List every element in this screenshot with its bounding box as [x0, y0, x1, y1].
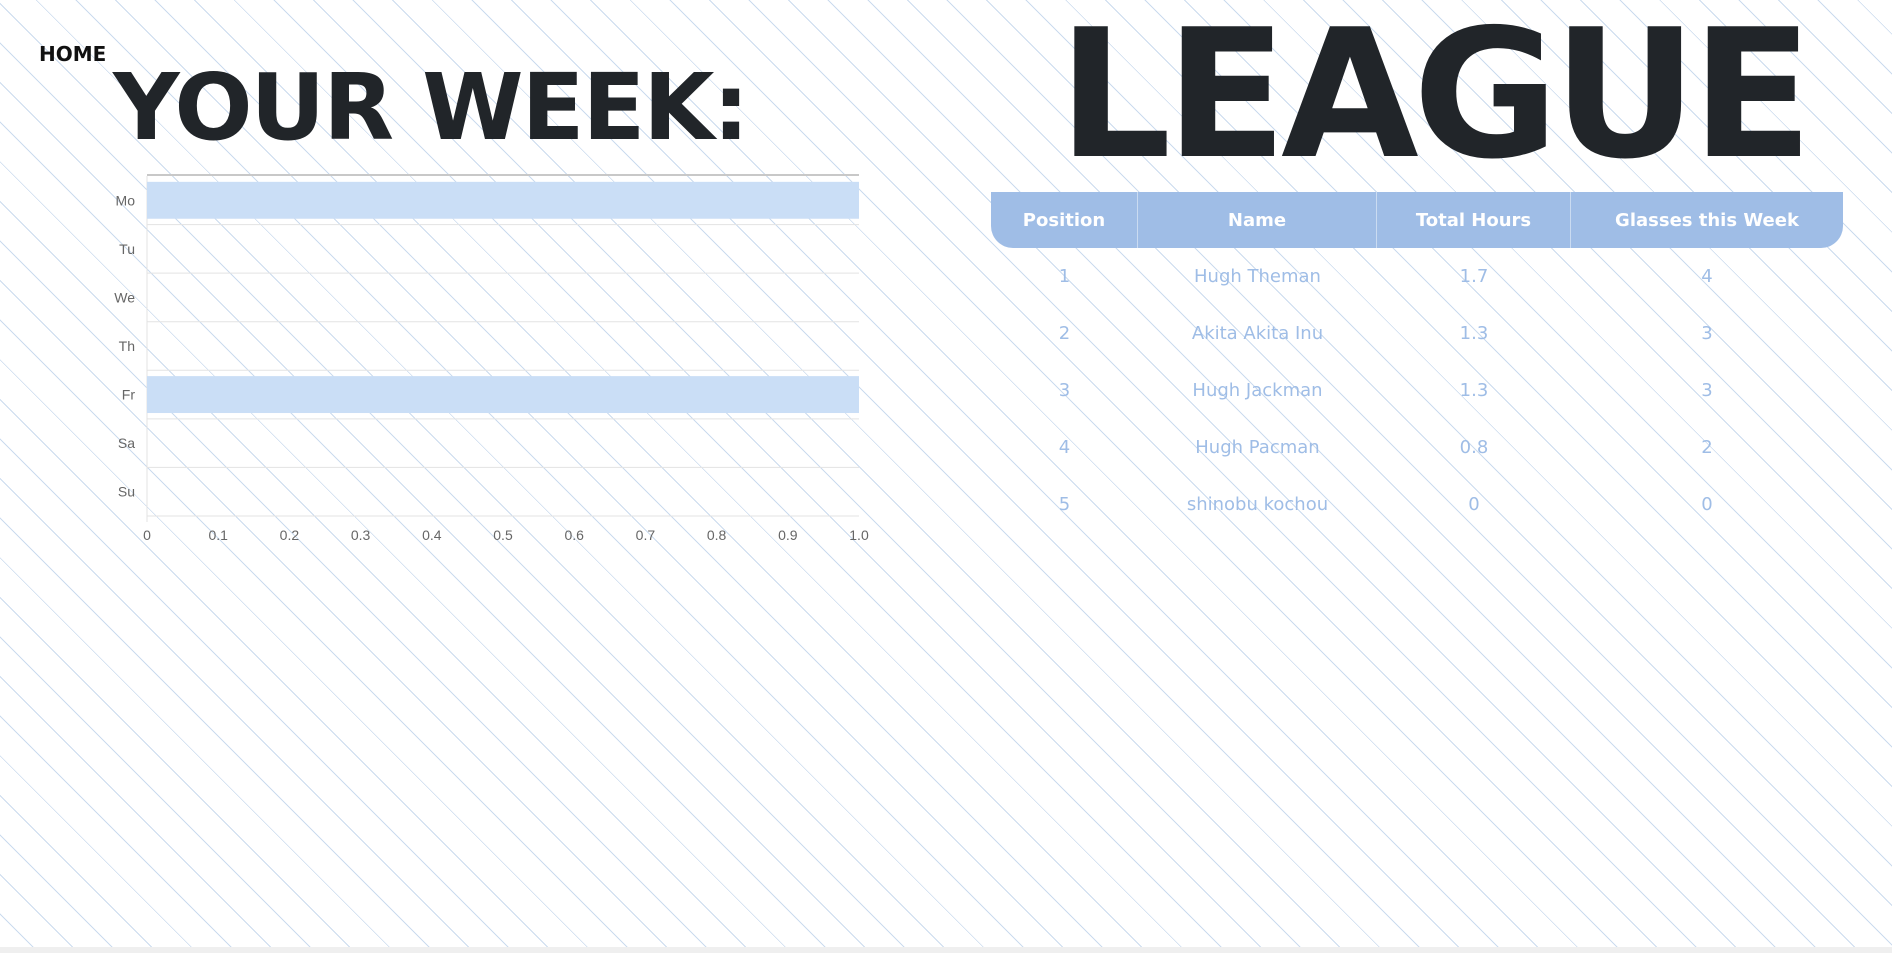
chart-category-label: Mo	[116, 192, 136, 208]
chart-category-label: Su	[118, 484, 135, 500]
chart-tick-label: 0	[143, 527, 151, 543]
chart-category-label: Th	[119, 338, 135, 354]
cell-name: Akita Akita Inu	[1191, 323, 1324, 344]
chart-tick-label: 0.1	[208, 527, 228, 543]
league-table-container: Position Name Total Hours Glasses this W…	[991, 192, 1843, 533]
cell-name: Hugh Theman	[1194, 266, 1321, 287]
chart-tick-label: 0.5	[493, 527, 513, 543]
chart-bar-mo	[147, 181, 859, 219]
chart-tick-label: 0.7	[636, 527, 656, 543]
column-header-name[interactable]: Name	[1138, 192, 1377, 248]
table-row: 1 Hugh Theman 1.7 4	[991, 248, 1843, 305]
cell-name: shinobu kochou	[1186, 494, 1329, 515]
week-chart-svg: Mo Tu We Th Fr Sa Su 0 0.1 0.2 0.3 0.4 0.5 0.6 0.7 0.8 0…	[114, 174, 869, 543]
chart-category-label: Tu	[119, 241, 135, 257]
cell-glasses: 0	[1701, 494, 1713, 515]
chart-tick-label: 0.6	[564, 527, 584, 543]
cell-glasses: 3	[1701, 323, 1713, 344]
chart-category-label: Sa	[118, 435, 135, 451]
chart-tick-label: 0.4	[422, 527, 442, 543]
chart-category-label: Fr	[122, 387, 136, 403]
column-header-position[interactable]: Position	[991, 192, 1138, 248]
cell-glasses: 4	[1701, 266, 1713, 287]
cell-name: Hugh Pacman	[1195, 437, 1320, 458]
chart-category-label: We	[114, 289, 135, 305]
chart-tick-label: 0.9	[778, 527, 798, 543]
table-row: 5 shinobu kochou 0 0	[991, 476, 1843, 533]
chart-tick-label: 0.2	[280, 527, 300, 543]
week-chart: Mo Tu We Th Fr Sa Su 0 0.1 0.2 0.3 0.4 0.5 0.6 0.7 0.8 0…	[100, 170, 880, 550]
week-title: YOUR WEEK:	[113, 54, 749, 161]
column-header-total-hours[interactable]: Total Hours	[1377, 192, 1571, 248]
chart-tick-label: 0.8	[707, 527, 727, 543]
cell-position: 4	[1058, 437, 1071, 458]
chart-tick-label: 0.3	[351, 527, 371, 543]
cell-glasses: 2	[1701, 437, 1713, 458]
home-link[interactable]: HOME	[39, 42, 107, 66]
table-row: 2 Akita Akita Inu 1.3 3	[991, 305, 1843, 362]
cell-glasses: 3	[1701, 380, 1713, 401]
cell-total-hours: 0	[1468, 494, 1480, 515]
league-title: LEAGUE	[1058, 0, 1813, 198]
cell-position: 3	[1058, 380, 1071, 401]
cell-position: 5	[1058, 494, 1071, 515]
cell-total-hours: 1.7	[1459, 266, 1489, 287]
column-header-glasses[interactable]: Glasses this Week	[1571, 192, 1843, 248]
league-table-header-row: Position Name Total Hours Glasses this W…	[991, 192, 1843, 248]
cell-total-hours: 1.3	[1459, 323, 1489, 344]
bottom-strip	[0, 947, 1892, 953]
chart-bar-fr	[147, 376, 859, 414]
cell-position: 2	[1058, 323, 1071, 344]
table-row: 4 Hugh Pacman 0.8 2	[991, 419, 1843, 476]
chart-tick-label: 1.0	[849, 527, 869, 543]
league-table: Position Name Total Hours Glasses this W…	[991, 192, 1843, 533]
cell-total-hours: 0.8	[1459, 437, 1489, 458]
cell-total-hours: 1.3	[1459, 380, 1489, 401]
table-row: 3 Hugh Jackman 1.3 3	[991, 362, 1843, 419]
cell-name: Hugh Jackman	[1192, 380, 1323, 401]
cell-position: 1	[1058, 266, 1071, 287]
